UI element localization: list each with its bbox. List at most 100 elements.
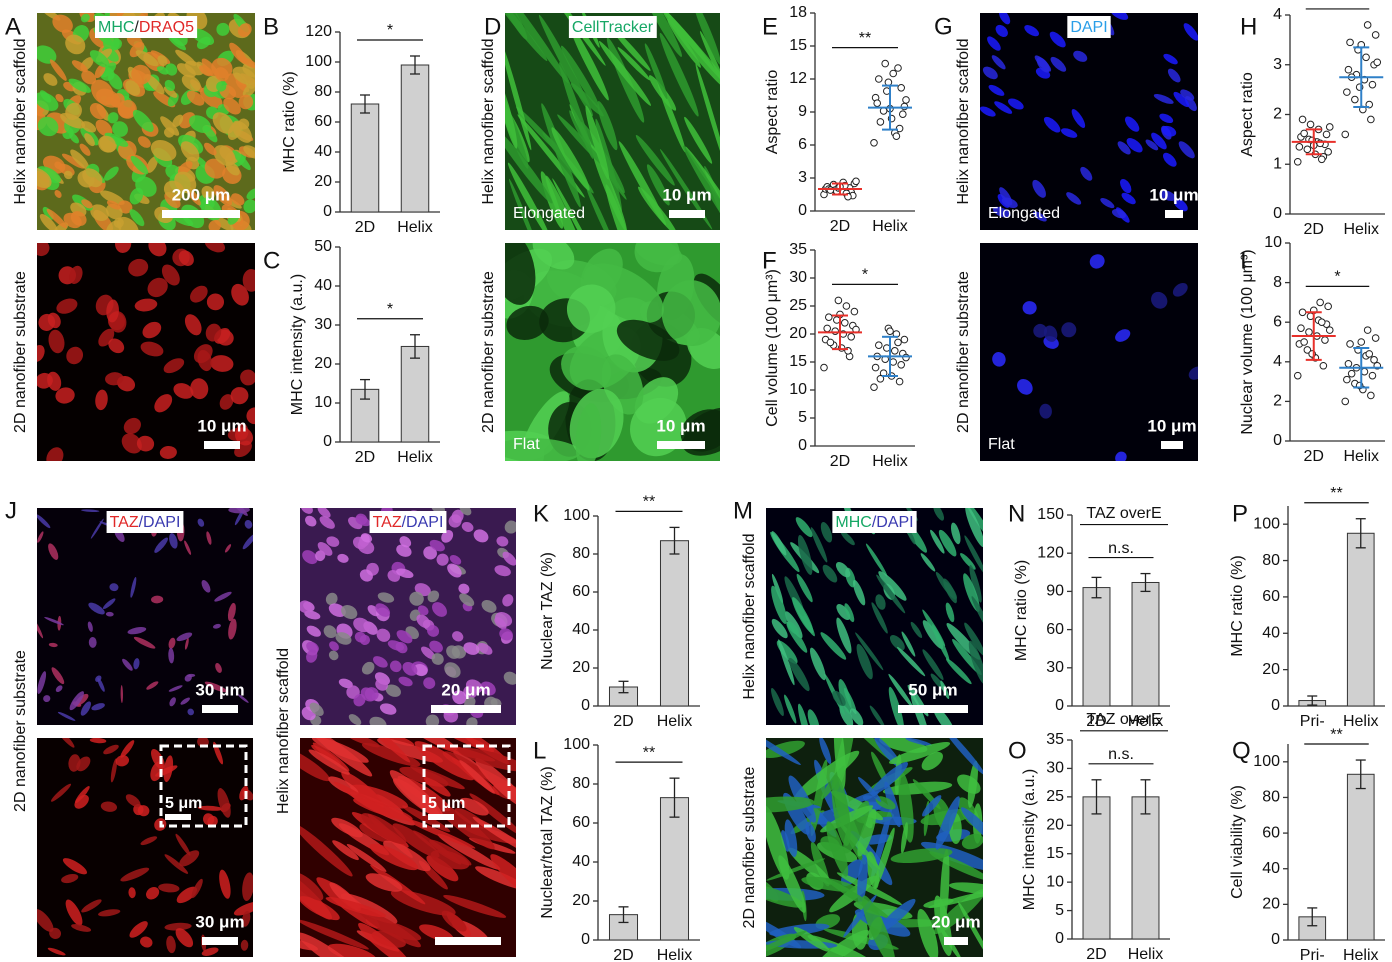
cell [246,188,255,200]
cell [225,161,240,176]
cell [228,508,250,514]
cell [480,681,496,696]
cell [233,901,253,916]
cell [306,649,318,663]
y-tick-label: 0 [581,697,590,714]
data-point [825,313,833,322]
scale-label: 20 μm [441,680,490,699]
stain-label-box [94,16,198,38]
cell [1032,179,1046,198]
y-tick-label: 20 [1262,896,1280,913]
data-point [826,186,835,194]
data-point [1343,375,1351,384]
cell [300,932,363,957]
cell [945,658,972,685]
y-tick-label: 0 [323,203,332,220]
panel-letter: G [934,13,953,40]
cell [120,867,150,882]
cell [1120,178,1132,194]
cell [856,643,873,680]
y-tick-label: 40 [572,853,590,870]
scale-label: 30 μm [195,680,244,699]
data-point [876,375,885,383]
cell [325,897,387,918]
cell [910,621,923,639]
cell [1173,198,1188,212]
cell [169,697,176,707]
cell [300,747,330,782]
cell [682,145,720,230]
cell [184,540,192,555]
y-axis-label: Aspect ratio [764,70,781,155]
cell [795,517,813,538]
y-tick-label: 35 [1046,731,1064,748]
cell [237,23,252,38]
cell [659,148,713,230]
y-axis-label: MHC ratio (%) [281,71,298,172]
cell [84,133,95,147]
y-tick-label: 5 [798,409,807,426]
data-point [900,102,909,111]
cell [133,658,140,670]
cell [971,596,983,636]
cell [319,516,335,529]
cell [595,118,622,212]
cell [300,508,313,514]
y-tick-label: 4 [1273,353,1282,370]
panel-letter: B [263,13,279,40]
y-axis-label: Nuclear/total TAZ (%) [539,766,556,918]
cell [75,786,90,803]
cell [151,595,164,604]
cell [865,543,888,577]
data-point [895,377,904,386]
y-tick-label: 100 [563,736,590,753]
cell [1159,113,1174,124]
cell [232,150,251,171]
cell [300,919,369,950]
cell [889,635,905,651]
cell [216,22,230,36]
y-tick-label: 0 [1271,931,1280,948]
data-point [1317,318,1326,327]
cell [1178,141,1195,159]
cell [68,78,92,93]
cell [383,840,431,872]
cell [375,603,391,617]
data-point [1368,80,1377,89]
cell [490,854,516,898]
y-tick-label: 60 [572,814,590,831]
cell [396,544,412,557]
stain-part: / [134,19,139,36]
scale-label: 10 μm [656,416,705,435]
cell [300,896,340,921]
cell [967,760,978,808]
stain-part: TAZ [373,514,402,531]
cell [208,219,222,230]
cell [219,394,234,410]
condition-label: Flat [988,436,1015,453]
cell [897,646,926,677]
cell [930,529,945,554]
data-point [881,59,890,68]
data-point [870,139,878,147]
y-tick-label: 0 [798,437,807,454]
cell [52,14,73,33]
cell [771,585,787,625]
cell [223,97,241,115]
cell [148,243,167,257]
cell [788,847,832,885]
cell [505,13,528,40]
cell [145,74,165,95]
cell [1172,283,1188,297]
cell [771,687,784,717]
cell [129,187,144,205]
data-point [1316,298,1324,307]
cell [449,555,462,565]
data-point [841,319,849,327]
cell [327,943,377,957]
cell [429,539,445,552]
cell [1121,192,1136,205]
cell [81,899,102,913]
cell [175,833,191,856]
cell [389,660,402,673]
